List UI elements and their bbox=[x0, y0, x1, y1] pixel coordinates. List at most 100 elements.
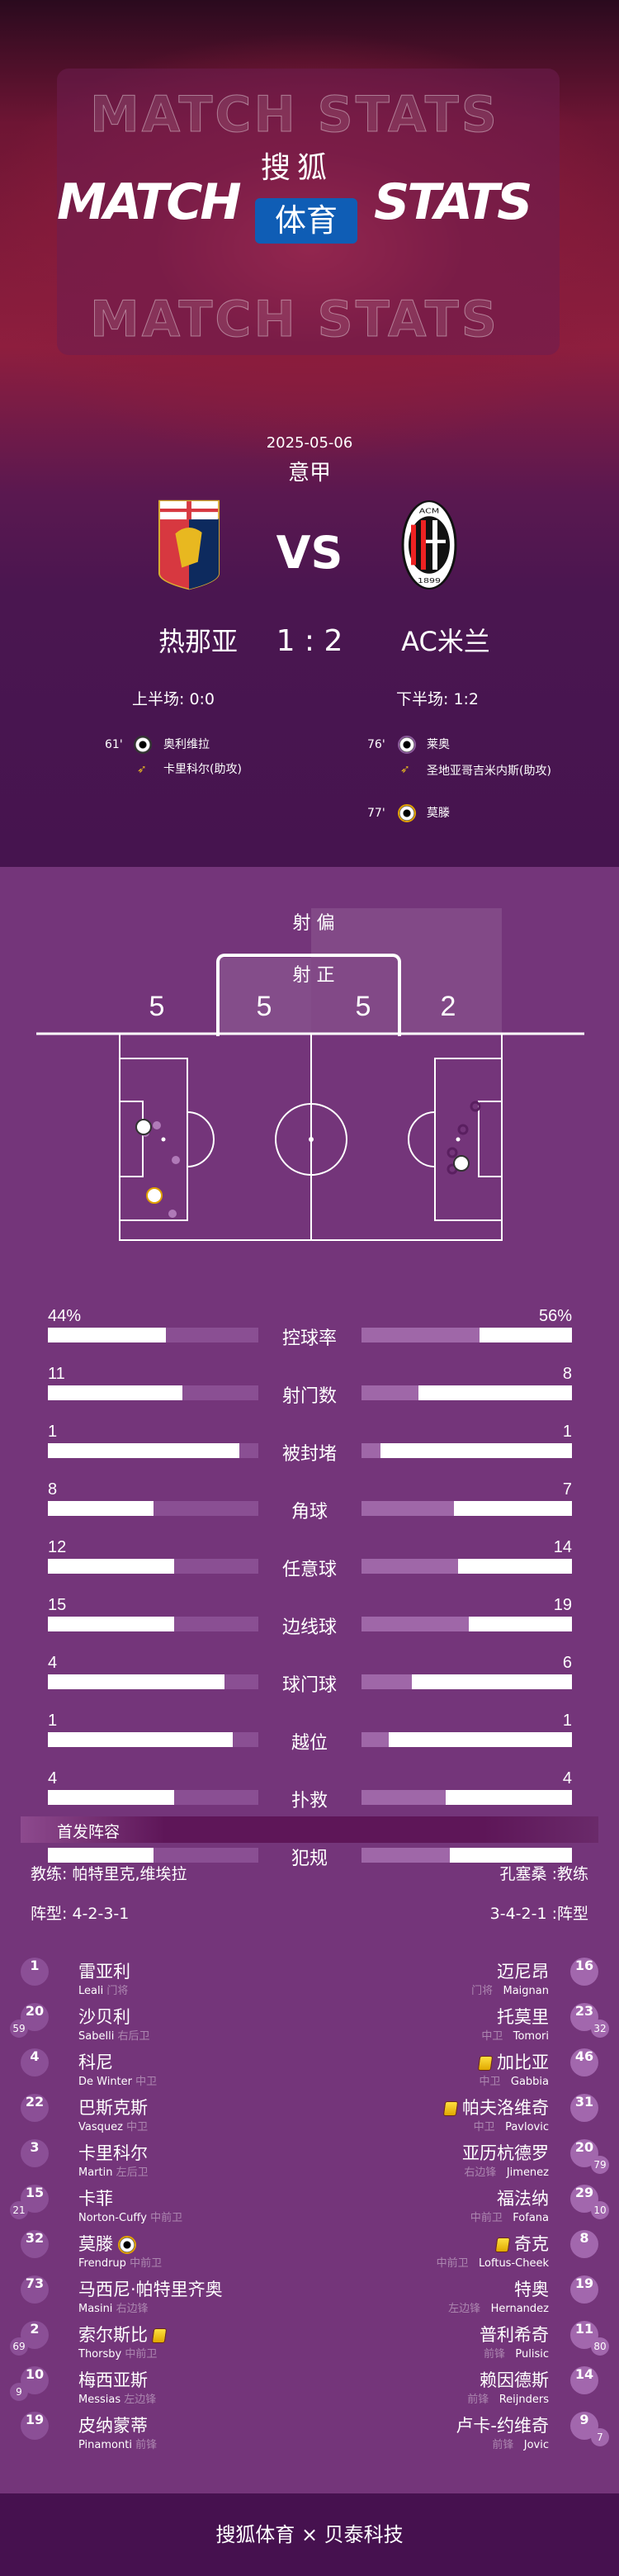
player-position: 左边锋 bbox=[448, 2303, 481, 2315]
away-stat-value: 14 bbox=[553, 1538, 572, 1556]
home-formation: 阵型: 4-2-3-1 bbox=[31, 1905, 130, 1923]
player-row[interactable]: 23 32 托莫里 中卫 Tomori bbox=[0, 2003, 619, 2062]
sub-number: 9 bbox=[10, 2383, 28, 2401]
home-stat-fill bbox=[48, 1732, 234, 1747]
lineup-title: 首发阵容 bbox=[57, 1823, 120, 1841]
player-position: 右边锋 bbox=[464, 2166, 497, 2179]
goal-icon bbox=[134, 736, 152, 754]
match-date: 2025-05-06 bbox=[266, 434, 353, 452]
player-row[interactable]: 8 奇克 中前卫 Loftus-Cheek bbox=[0, 2230, 619, 2290]
player-name-cn: 雷亚利 bbox=[78, 1962, 130, 1982]
jersey-number: 15 bbox=[21, 2185, 49, 2213]
away-stat-fill bbox=[479, 1328, 572, 1342]
player-name-cn: 帕夫洛维奇 bbox=[462, 2098, 549, 2118]
away-coach: 孔塞桑 :教练 bbox=[499, 1865, 588, 1883]
away-stat-bar bbox=[361, 1674, 572, 1689]
away-shots-off: 2 bbox=[440, 991, 456, 1022]
assist-icon: ➶ bbox=[137, 763, 147, 776]
home-stat-fill bbox=[48, 1385, 183, 1400]
away-stat-fill bbox=[389, 1732, 572, 1747]
stat-label: 任意球 bbox=[281, 1560, 337, 1580]
player-row[interactable]: 46 加比亚 中卫 Gabbia bbox=[0, 2048, 619, 2108]
player-name-en: Jimenez bbox=[506, 2166, 549, 2179]
player-position: 前锋 bbox=[135, 2439, 158, 2451]
event-player: 奥利维拉 bbox=[163, 738, 210, 751]
player-row[interactable]: 20 59 沙贝利 Sabelli 右后卫 bbox=[0, 2003, 619, 2062]
player-row[interactable]: 32 莫滕 Frendrup 中前卫 bbox=[0, 2230, 619, 2290]
stat-label: 被封堵 bbox=[281, 1444, 337, 1465]
stat-label: 射门数 bbox=[281, 1386, 337, 1407]
player-name-cn: 福法纳 bbox=[497, 2189, 549, 2209]
player-name-en: Reijnders bbox=[499, 2394, 549, 2406]
player-position: 中卫 bbox=[473, 2121, 495, 2133]
away-stat-bar bbox=[361, 1559, 572, 1574]
jersey-number: 22 bbox=[21, 2094, 49, 2122]
player-row[interactable]: 20 79 亚历杭德罗 右边锋 Jimenez bbox=[0, 2139, 619, 2199]
shots-off-label: 射 偏 bbox=[292, 913, 335, 934]
player-position: 前锋 bbox=[467, 2394, 489, 2406]
home-stat-bar bbox=[48, 1674, 258, 1689]
away-shots-on: 5 bbox=[355, 991, 371, 1022]
player-position: 前锋 bbox=[492, 2439, 514, 2451]
player-name-cn: 特奥 bbox=[514, 2280, 549, 2299]
player-row[interactable]: 73 马西尼·帕特里齐奥 Masini 右边锋 bbox=[0, 2275, 619, 2335]
player-position: 中卫 bbox=[481, 2030, 503, 2043]
shots-off-target-zone bbox=[311, 908, 502, 1034]
player-position: 前锋 bbox=[483, 2348, 505, 2361]
player-row[interactable]: 2 69 索尔斯比 Thorsby 中前卫 bbox=[0, 2321, 619, 2380]
jersey-number: 16 bbox=[570, 1958, 598, 1986]
home-stat-fill bbox=[48, 1674, 225, 1689]
away-stat-value: 6 bbox=[562, 1654, 572, 1672]
away-stat-bar bbox=[361, 1385, 572, 1400]
player-name-cn: 莫滕 bbox=[78, 2234, 113, 2254]
player-row[interactable]: 4 科尼 De Winter 中卫 bbox=[0, 2048, 619, 2108]
stat-label: 犯规 bbox=[291, 1849, 328, 1869]
home-stat-value: 4 bbox=[48, 1654, 58, 1672]
player-name-en: Maignan bbox=[503, 1985, 550, 1997]
player-row[interactable]: 14 赖因德斯 前锋 Reijnders bbox=[0, 2366, 619, 2426]
home-stat-bar bbox=[48, 1617, 258, 1631]
player-row[interactable]: 10 9 梅西亚斯 Messias 左边锋 bbox=[0, 2366, 619, 2426]
player-row[interactable]: 22 巴斯克斯 Vasquez 中卫 bbox=[0, 2094, 619, 2153]
home-stat-value: 8 bbox=[48, 1480, 58, 1499]
ghost-text: MATCH STATS bbox=[90, 86, 499, 144]
home-stat-fill bbox=[48, 1328, 166, 1342]
goal-icon bbox=[398, 736, 416, 754]
player-row[interactable]: 1 雷亚利 Leali 门将 bbox=[0, 1958, 619, 2017]
jersey-number: 32 bbox=[21, 2230, 49, 2258]
score: 1 : 2 bbox=[276, 624, 343, 658]
home-coach: 教练: 帕特里克,维埃拉 bbox=[31, 1865, 187, 1883]
player-row[interactable]: 19 特奥 左边锋 Hernandez bbox=[0, 2275, 619, 2335]
away-stat-bar bbox=[361, 1328, 572, 1342]
player-name-cn: 迈尼昂 bbox=[497, 1962, 549, 1982]
player-name-cn: 科尼 bbox=[78, 2053, 113, 2072]
stat-label: 扑救 bbox=[291, 1791, 328, 1811]
home-stat-fill bbox=[48, 1848, 154, 1863]
player-name-cn: 皮纳蒙蒂 bbox=[78, 2416, 148, 2436]
player-name-en: Norton-Cuffy bbox=[78, 2212, 147, 2224]
ac-milan-crest-icon: ACM 1899 bbox=[401, 500, 457, 590]
player-row[interactable]: 19 皮纳蒙蒂 Pinamonti 前锋 bbox=[0, 2412, 619, 2471]
player-name-cn: 奇克 bbox=[514, 2234, 549, 2254]
away-stat-value: 1 bbox=[562, 1712, 572, 1730]
home-stat-value: 1 bbox=[48, 1712, 58, 1730]
event-minute: 61' bbox=[105, 738, 123, 751]
home-shots-on: 5 bbox=[256, 991, 272, 1022]
home-stat-value: 4 bbox=[48, 1769, 58, 1788]
player-row[interactable]: 29 10 福法纳 中前卫 Fofana bbox=[0, 2185, 619, 2244]
player-row[interactable]: 11 80 普利希奇 前锋 Pulisic bbox=[0, 2321, 619, 2380]
player-row[interactable]: 15 21 卡菲 Norton-Cuffy 中前卫 bbox=[0, 2185, 619, 2244]
player-position: 中卫 bbox=[135, 2076, 158, 2088]
player-row[interactable]: 9 7 卢卡-约维奇 前锋 Jovic bbox=[0, 2412, 619, 2471]
player-row[interactable]: 31 帕夫洛维奇 中卫 Pavlovic bbox=[0, 2094, 619, 2153]
home-stat-bar bbox=[48, 1385, 258, 1400]
jersey-number: 10 bbox=[21, 2366, 49, 2394]
own-goal-marker bbox=[146, 1187, 163, 1204]
player-row[interactable]: 16 迈尼昂 门将 Maignan bbox=[0, 1958, 619, 2017]
yellow-card-icon bbox=[494, 2237, 511, 2252]
stat-label: 边线球 bbox=[281, 1617, 337, 1638]
goal-frame bbox=[216, 954, 401, 1036]
own-goal-icon bbox=[118, 2236, 136, 2254]
player-name-cn: 索尔斯比 bbox=[78, 2325, 148, 2345]
player-row[interactable]: 3 卡里科尔 Martin 左后卫 bbox=[0, 2139, 619, 2199]
